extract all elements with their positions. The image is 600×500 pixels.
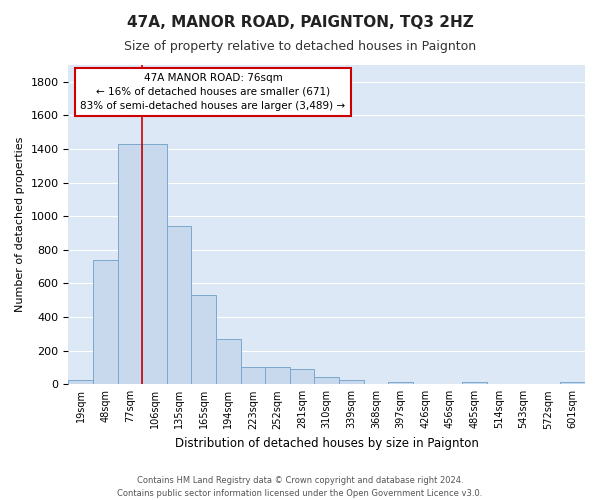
Y-axis label: Number of detached properties: Number of detached properties <box>15 137 25 312</box>
Text: Contains HM Land Registry data © Crown copyright and database right 2024.
Contai: Contains HM Land Registry data © Crown c… <box>118 476 482 498</box>
Bar <box>241 366 265 384</box>
Bar <box>167 226 191 384</box>
Bar <box>339 380 364 384</box>
Bar <box>560 382 585 384</box>
Text: 47A, MANOR ROAD, PAIGNTON, TQ3 2HZ: 47A, MANOR ROAD, PAIGNTON, TQ3 2HZ <box>127 15 473 30</box>
Bar <box>216 339 241 384</box>
Text: 47A MANOR ROAD: 76sqm
← 16% of detached houses are smaller (671)
83% of semi-det: 47A MANOR ROAD: 76sqm ← 16% of detached … <box>80 73 346 111</box>
Bar <box>388 382 413 384</box>
Text: Size of property relative to detached houses in Paignton: Size of property relative to detached ho… <box>124 40 476 53</box>
Bar <box>142 144 167 384</box>
Bar <box>191 295 216 384</box>
Bar <box>462 382 487 384</box>
Bar <box>93 260 118 384</box>
Bar <box>314 376 339 384</box>
X-axis label: Distribution of detached houses by size in Paignton: Distribution of detached houses by size … <box>175 437 479 450</box>
Bar <box>265 366 290 384</box>
Bar <box>118 144 142 384</box>
Bar <box>68 380 93 384</box>
Bar <box>290 369 314 384</box>
